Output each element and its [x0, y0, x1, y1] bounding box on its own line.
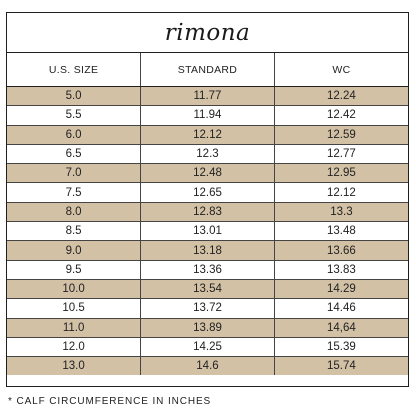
us-size-cell: 6.5 [7, 144, 142, 165]
header-us-size: U.S. SIZE [7, 53, 142, 87]
table-row: 8.5 13.01 13.48 [7, 221, 408, 242]
table-row: 11.0 13.89 14,64 [7, 318, 408, 338]
table-row: 6.5 12.3 12.77 [7, 144, 408, 165]
standard-cell: 12.3 [140, 144, 275, 165]
table-row: 8.0 12.83 13.3 [7, 202, 408, 223]
wc-cell: 12.12 [274, 182, 408, 203]
us-size-cell: 13.0 [7, 356, 142, 376]
standard-cell: 14.6 [140, 356, 275, 376]
us-size-cell: 9.0 [7, 240, 142, 261]
standard-cell: 13.18 [140, 240, 275, 261]
table-row: 9.5 13.36 13.83 [7, 260, 408, 280]
standard-cell: 13.89 [140, 318, 275, 338]
wc-cell: 12.77 [274, 144, 408, 165]
table-row: 5.5 11.94 12.42 [7, 105, 408, 126]
footnote: * CALF CIRCUMFERENCE IN INCHES [8, 396, 212, 407]
wc-cell: 13.83 [274, 260, 408, 280]
us-size-cell: 8.5 [7, 221, 142, 242]
header-wc: WC [274, 53, 408, 87]
standard-cell: 12.83 [140, 202, 275, 223]
wc-cell: 12.24 [274, 86, 408, 107]
wc-cell: 12.59 [274, 125, 408, 145]
us-size-cell: 9.5 [7, 260, 142, 280]
table-row: 7.0 12.48 12.95 [7, 163, 408, 184]
table-row: 6.0 12.12 12.59 [7, 125, 408, 145]
wc-cell: 14,64 [274, 318, 408, 338]
us-size-cell: 12.0 [7, 337, 142, 358]
us-size-cell: 7.0 [7, 163, 142, 184]
wc-cell: 12.42 [274, 105, 408, 126]
table-row: 12.0 14.25 15.39 [7, 337, 408, 358]
size-table: U.S. SIZE STANDARD WC 5.0 11.77 12.24 5.5 11… [7, 53, 408, 376]
wc-cell: 14.46 [274, 298, 408, 319]
us-size-cell: 7.5 [7, 182, 142, 203]
us-size-cell: 6.0 [7, 125, 142, 145]
standard-cell: 12.48 [140, 163, 275, 184]
us-size-cell: 10.0 [7, 279, 142, 300]
us-size-cell: 11.0 [7, 318, 142, 338]
standard-cell: 12.12 [140, 125, 275, 145]
table-row: 10.0 13.54 14.29 [7, 279, 408, 300]
size-chart: rimona U.S. SIZE STANDARD WC 5.0 11.77 12.… [6, 12, 409, 387]
standard-cell: 13.54 [140, 279, 275, 300]
standard-cell: 11.94 [140, 105, 275, 126]
us-size-cell: 10.5 [7, 298, 142, 319]
header-standard: STANDARD [140, 53, 275, 87]
wc-cell: 13.66 [274, 240, 408, 261]
wc-cell: 13.3 [274, 202, 408, 223]
us-size-cell: 8.0 [7, 202, 142, 223]
wc-cell: 15.39 [274, 337, 408, 358]
us-size-cell: 5.5 [7, 105, 142, 126]
table-row: 13.0 14.6 15.74 [7, 356, 408, 376]
standard-cell: 11.77 [140, 86, 275, 107]
table-row: 9.0 13.18 13.66 [7, 240, 408, 261]
table-row: 10.5 13.72 14.46 [7, 298, 408, 319]
table-body: 5.0 11.77 12.24 5.5 11.94 12.42 6.0 12.12 12.59 6… [7, 86, 408, 376]
brand-title: rimona [7, 13, 408, 53]
wc-cell: 12.95 [274, 163, 408, 184]
standard-cell: 14.25 [140, 337, 275, 358]
us-size-cell: 5.0 [7, 86, 142, 107]
standard-cell: 13.72 [140, 298, 275, 319]
wc-cell: 15.74 [274, 356, 408, 376]
standard-cell: 13.36 [140, 260, 275, 280]
table-row: 5.0 11.77 12.24 [7, 86, 408, 107]
wc-cell: 13.48 [274, 221, 408, 242]
standard-cell: 13.01 [140, 221, 275, 242]
wc-cell: 14.29 [274, 279, 408, 300]
table-row: 7.5 12.65 12.12 [7, 182, 408, 203]
header-row: U.S. SIZE STANDARD WC [7, 53, 408, 87]
standard-cell: 12.65 [140, 182, 275, 203]
